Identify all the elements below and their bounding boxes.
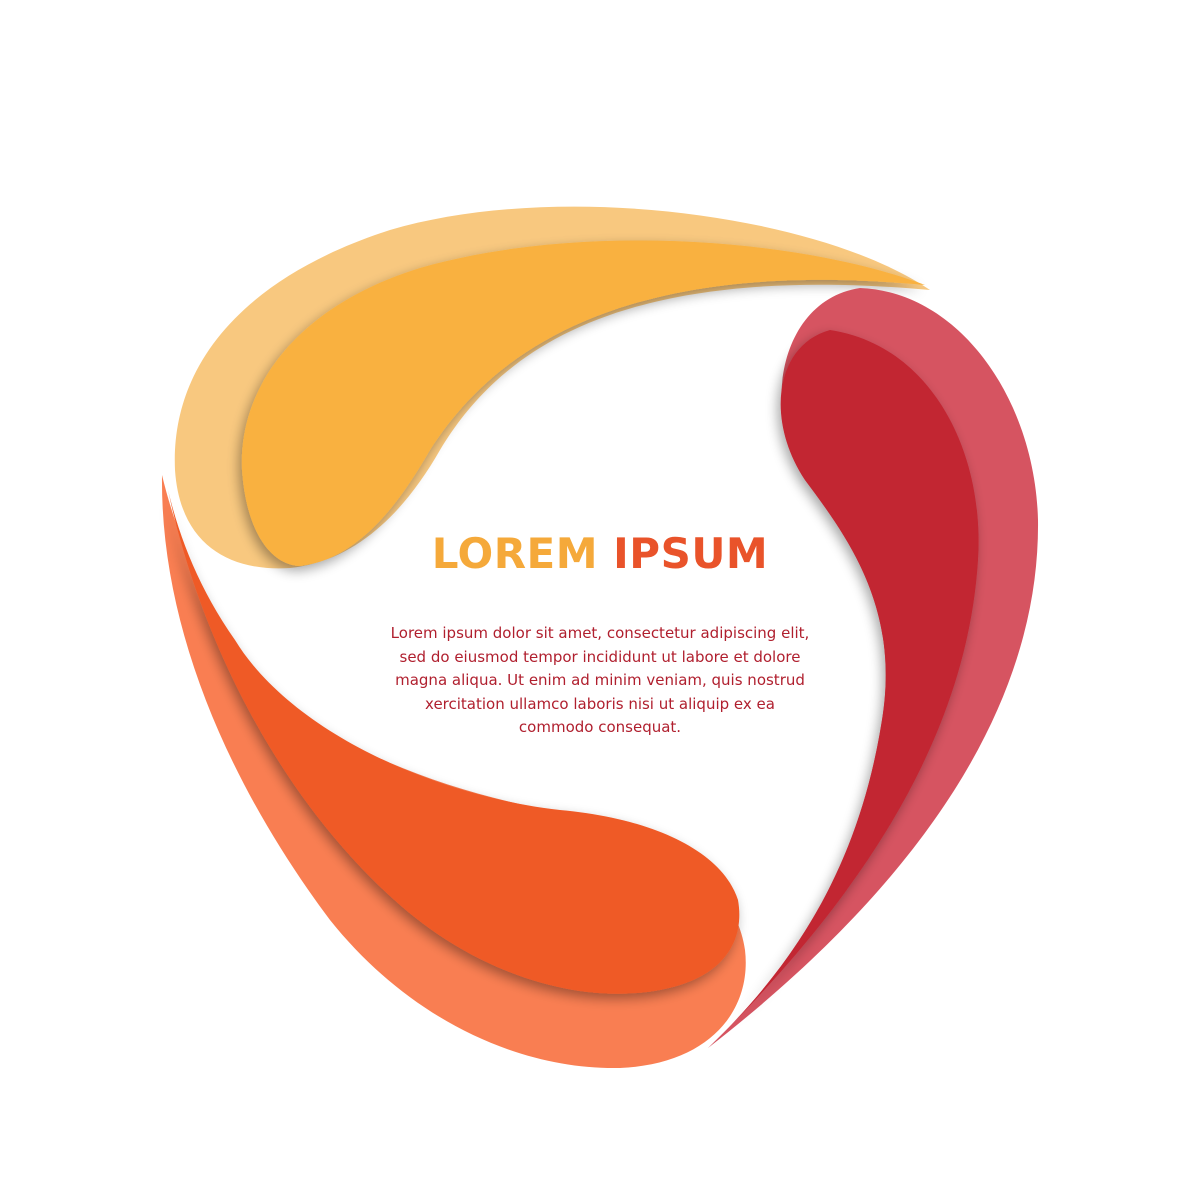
body-line: sed do eiusmod tempor incididunt ut labo… (399, 647, 801, 666)
headline: LOREM IPSUM (300, 533, 900, 575)
yellow-swoosh (174, 206, 930, 569)
body-line: commodo consequat. (518, 718, 682, 736)
headline-word-ipsum: IPSUM (613, 529, 769, 578)
body-line: magna aliqua. Ut enim ad minim veniam, q… (395, 671, 805, 689)
body-paragraph: Lorem ipsum dolor sit amet, consectetur … (350, 622, 850, 740)
orange-swoosh-inner (168, 490, 740, 994)
body-line: xercitation ullamco laboris nisi ut aliq… (425, 694, 775, 713)
yellow-swoosh-inner (241, 240, 926, 566)
red-swoosh (708, 288, 1039, 1048)
headline-word-lorem: LOREM (431, 529, 599, 578)
orange-swoosh (161, 475, 746, 1069)
body-line: Lorem ipsum dolor sit amet, consectetur … (390, 624, 810, 642)
red-swoosh-inner (708, 330, 979, 1048)
